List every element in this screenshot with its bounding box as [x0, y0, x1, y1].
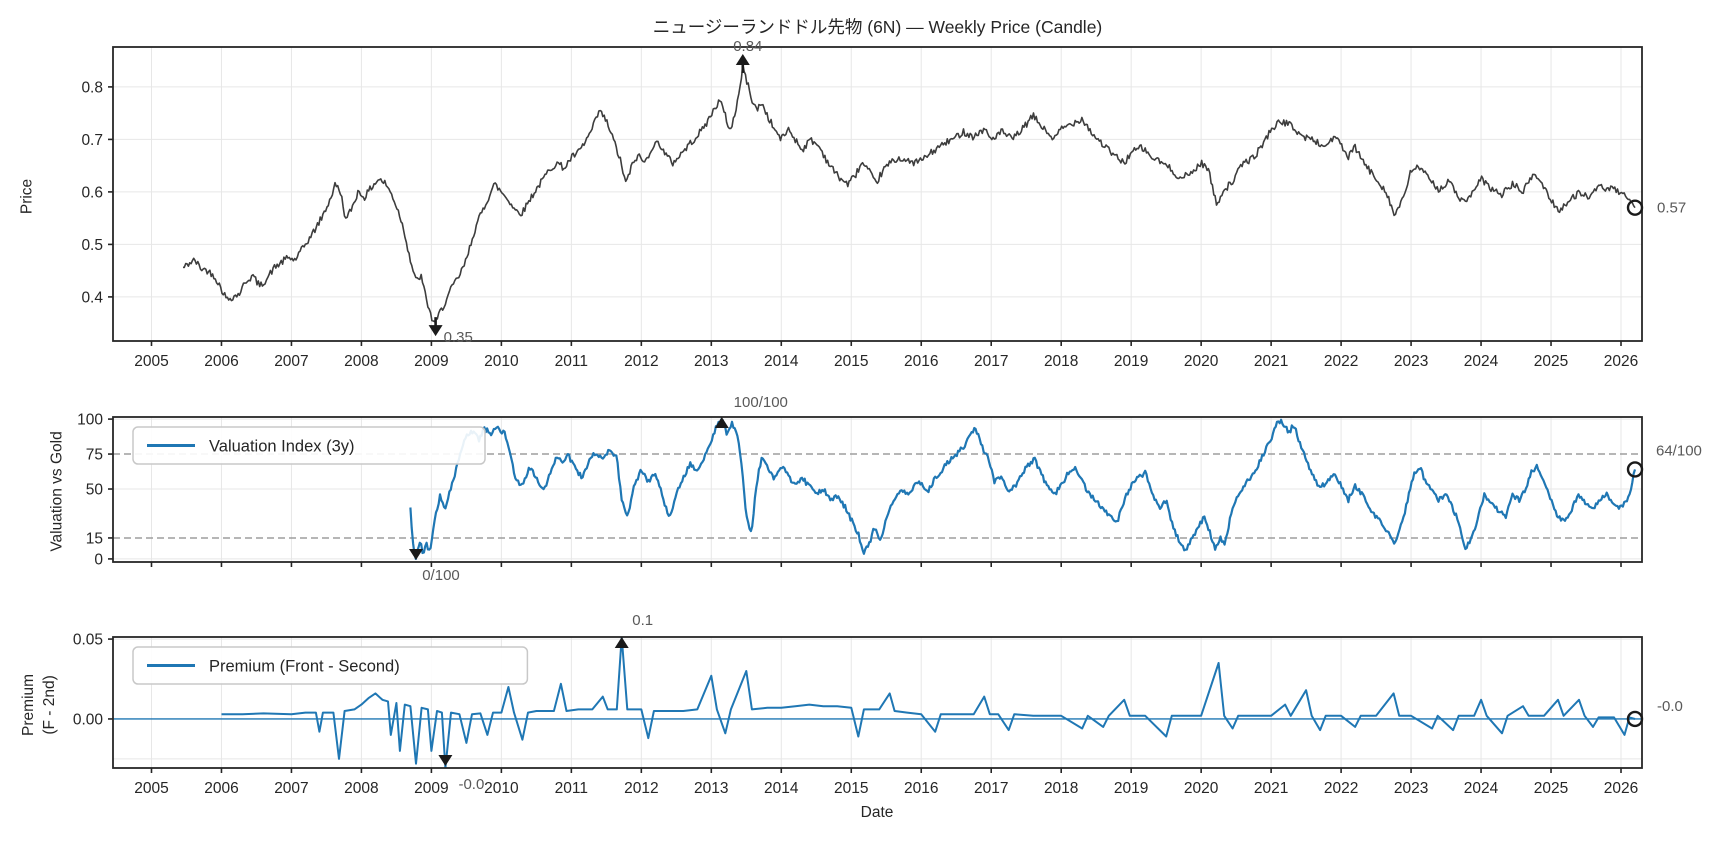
- x-tick-label: 2016: [904, 353, 938, 370]
- price-weekly-candle-panel: 2005 2006 2007 2008 2009 2010 2011 2012 2013 2014…: [81, 38, 1686, 370]
- trough-arrow-icon: [438, 755, 453, 766]
- annotation-0100: 0/100: [422, 567, 460, 584]
- x-tick-label: 2007: [274, 353, 308, 370]
- legend-label: Premium (Front - Second): [209, 658, 400, 676]
- annotation-01: 0.1: [632, 612, 653, 629]
- x-tick-label: 2022: [1324, 353, 1358, 370]
- legend-box: [132, 646, 529, 685]
- x-tick-label: 2013: [694, 353, 728, 370]
- y-tick-label: 50: [86, 482, 104, 499]
- x-tick-label: 2015: [834, 780, 868, 797]
- x-tick-label: 2023: [1394, 353, 1428, 370]
- y-tick-label: 15: [86, 530, 103, 547]
- price-axis-label: Price: [18, 178, 36, 215]
- y-tick-label: 0.6: [81, 184, 103, 201]
- x-tick-label: 2012: [624, 780, 658, 797]
- annotation-035: 0.35: [444, 329, 473, 346]
- x-tick-label: 2021: [1254, 780, 1288, 797]
- x-tick-label: 2011: [555, 780, 588, 797]
- x-tick-label: 2011: [555, 353, 588, 370]
- x-tick-label: 2014: [764, 353, 799, 370]
- price-weekly-candle-series: [182, 63, 1636, 323]
- x-tick-label: 2008: [344, 353, 378, 370]
- valuation-index-series: [409, 418, 1637, 560]
- legend-box: [132, 426, 486, 465]
- x-tick-label: 2012: [624, 353, 658, 370]
- annotation-00: -0.0: [458, 776, 484, 793]
- axes-frame: [112, 636, 1643, 769]
- axes-frame: [112, 46, 1643, 342]
- x-tick-label: 2018: [1044, 780, 1078, 797]
- y-tick-label: 0.00: [73, 711, 104, 728]
- x-tick-label: 2024: [1464, 353, 1499, 370]
- x-tick-label: 2008: [344, 780, 378, 797]
- x-tick-label: 2009: [414, 353, 448, 370]
- x-tick-label: 2024: [1464, 780, 1499, 797]
- x-tick-label: 2007: [274, 780, 308, 797]
- x-tick-label: 2020: [1184, 780, 1219, 797]
- x-tick-label: 2016: [904, 780, 938, 797]
- y-tick-label: 0: [94, 551, 103, 568]
- valuation-axis-label: Valuation vs Gold: [48, 431, 66, 552]
- annotation-64100: 64/100: [1656, 442, 1702, 459]
- x-tick-label: 2009: [414, 780, 448, 797]
- x-tick-label: 2026: [1604, 353, 1638, 370]
- y-tick-label: 0.8: [81, 79, 103, 96]
- x-tick-label: 2019: [1114, 780, 1148, 797]
- x-tick-label: 2021: [1254, 353, 1288, 370]
- y-tick-label: 75: [86, 447, 103, 464]
- x-tick-label: 2025: [1534, 780, 1568, 797]
- premium-front-second-series: [221, 637, 1636, 768]
- chart-title: ニュージーランドドル先物 (6N) — Weekly Price (Candle…: [652, 17, 1103, 37]
- x-tick-label: 2005: [134, 780, 168, 797]
- x-tick-label: 2014: [764, 780, 799, 797]
- peak-arrow-icon: [614, 637, 629, 648]
- x-tick-label: 2026: [1604, 780, 1638, 797]
- last-point-marker: [1626, 710, 1644, 728]
- x-tick-label: 2006: [204, 353, 238, 370]
- x-tick-label: 2022: [1324, 780, 1358, 797]
- x-tick-label: 2015: [834, 353, 868, 370]
- y-tick-label: 0.05: [73, 632, 103, 649]
- y-tick-label: 0.4: [81, 289, 103, 306]
- legend-label: Valuation Index (3y): [209, 438, 355, 456]
- x-tick-label: 2013: [694, 780, 728, 797]
- date-axis-label: Date: [860, 804, 894, 821]
- x-tick-label: 2005: [134, 353, 168, 370]
- y-tick-label: 0.5: [81, 237, 103, 254]
- x-tick-label: 2025: [1534, 353, 1568, 370]
- x-tick-label: 2017: [974, 353, 1008, 370]
- x-tick-label: 2010: [484, 353, 519, 370]
- peak-arrow-icon: [735, 53, 750, 65]
- x-tick-label: 2020: [1184, 353, 1219, 370]
- last-point-marker: [1626, 461, 1644, 478]
- arrow-stem: [434, 317, 437, 327]
- trough-arrow-icon: [428, 325, 443, 337]
- x-tick-label: 2019: [1114, 353, 1148, 370]
- premium-front-second-panel: 2005 2006 2007 2008 2009 2010 2011 2012 2013 2014…: [73, 612, 1683, 797]
- y-tick-label: 100: [77, 412, 103, 429]
- x-tick-label: 2006: [204, 780, 238, 797]
- annotation-057: 0.57: [1657, 200, 1686, 217]
- annotation-100100: 100/100: [734, 394, 788, 411]
- y-tick-label: 0.7: [81, 132, 103, 149]
- arrow-stem: [741, 63, 745, 73]
- last-point-marker: [1626, 199, 1644, 216]
- x-tick-label: 2017: [974, 780, 1008, 797]
- x-tick-label: 2010: [484, 780, 519, 797]
- annotation-00: -0.0: [1657, 698, 1683, 715]
- trough-arrow-icon: [409, 549, 424, 560]
- annotation-084: 0.84: [733, 38, 762, 55]
- peak-arrow-icon: [714, 417, 729, 428]
- premium-axis-label: Premium (F - 2nd): [20, 673, 58, 736]
- x-tick-label: 2023: [1394, 780, 1428, 797]
- valuation-index-panel: 0 15 50 75 100 Valuation Index (3y) 100/100 0/1…: [77, 394, 1702, 584]
- x-tick-label: 2018: [1044, 353, 1078, 370]
